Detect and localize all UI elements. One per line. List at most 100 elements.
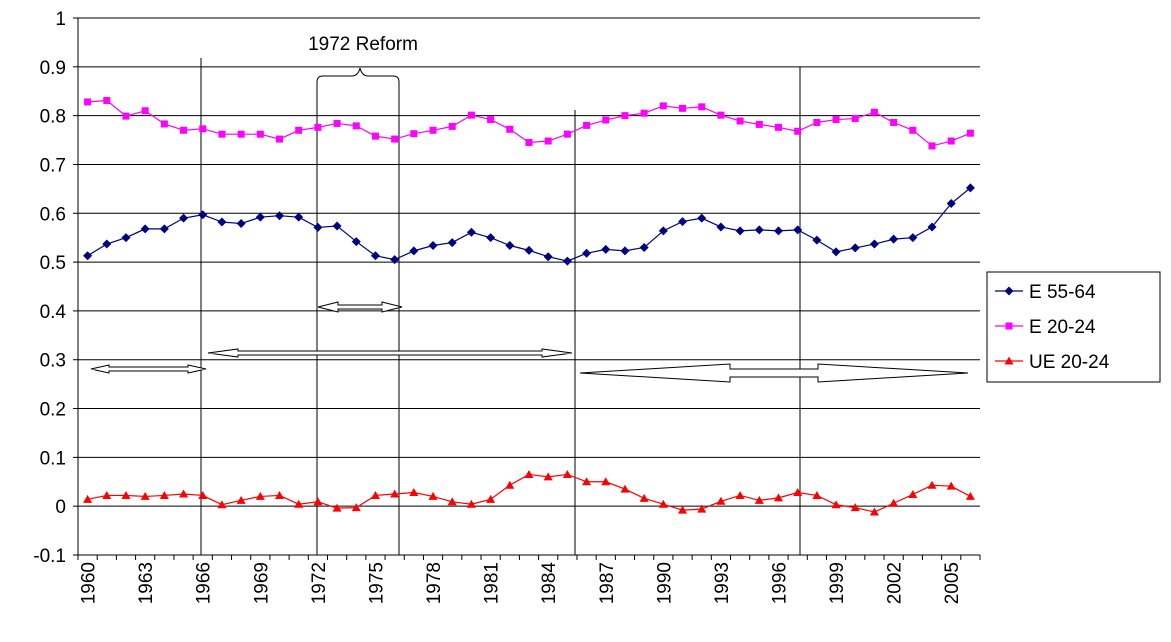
marker	[275, 490, 285, 499]
marker	[793, 225, 803, 235]
y-tick-label: 0.4	[40, 302, 67, 323]
marker	[544, 137, 552, 145]
marker	[525, 138, 533, 146]
x-tick-label: 1978	[424, 562, 445, 604]
marker	[562, 256, 572, 266]
brace	[316, 67, 400, 92]
marker	[313, 497, 323, 506]
marker	[543, 472, 553, 481]
marker	[141, 107, 149, 115]
marker	[831, 247, 841, 257]
marker	[467, 111, 475, 119]
marker	[275, 211, 285, 221]
marker	[620, 484, 630, 493]
period-arrow	[579, 363, 969, 383]
marker	[255, 212, 265, 222]
marker	[773, 226, 783, 236]
marker	[1005, 322, 1013, 330]
x-tick-label: 2005	[942, 562, 963, 604]
marker	[486, 494, 496, 503]
marker	[831, 500, 841, 509]
marker	[448, 122, 456, 130]
marker	[927, 222, 937, 232]
marker	[314, 123, 322, 131]
marker	[83, 251, 93, 261]
x-tick-label: 1963	[136, 562, 157, 604]
x-tick-label: 1975	[366, 562, 387, 604]
marker	[256, 130, 264, 138]
y-tick-label: 0.8	[40, 107, 66, 128]
marker	[276, 135, 284, 143]
marker	[601, 477, 611, 486]
marker	[199, 125, 207, 133]
marker	[236, 219, 246, 229]
marker	[735, 490, 745, 499]
marker	[850, 243, 860, 253]
marker	[812, 490, 822, 499]
legend-label: E 20-24	[1029, 317, 1096, 338]
marker	[294, 499, 304, 508]
x-tick-label: 1960	[79, 562, 100, 604]
marker	[851, 115, 859, 123]
marker	[351, 503, 361, 512]
x-tick-label: 1984	[539, 562, 560, 605]
marker	[1004, 356, 1014, 365]
y-tick-label: 0.6	[40, 204, 66, 225]
marker	[159, 490, 169, 499]
marker	[697, 504, 707, 513]
x-tick-label: 1987	[597, 562, 618, 604]
marker	[832, 116, 840, 124]
marker	[294, 212, 304, 222]
marker	[391, 135, 399, 143]
marker	[217, 500, 227, 509]
marker	[679, 104, 687, 112]
marker	[313, 222, 323, 232]
period-arrow	[90, 364, 207, 374]
x-tick-label: 1981	[482, 562, 503, 604]
marker	[909, 126, 917, 134]
marker	[370, 251, 380, 261]
marker	[352, 122, 360, 130]
marker	[236, 495, 246, 504]
marker	[698, 103, 706, 111]
marker	[697, 213, 707, 223]
x-tick-label: 1969	[251, 562, 272, 604]
x-tick-label: 1972	[309, 562, 330, 604]
marker	[255, 491, 265, 500]
marker	[889, 234, 899, 244]
marker	[583, 121, 591, 129]
marker	[678, 505, 688, 514]
marker	[429, 126, 437, 134]
marker	[678, 217, 688, 227]
marker	[390, 255, 400, 265]
marker	[198, 210, 208, 220]
marker	[754, 225, 764, 235]
marker	[217, 217, 227, 227]
marker	[83, 494, 93, 503]
marker	[84, 98, 92, 106]
marker	[102, 490, 112, 499]
y-tick-label: 0.3	[40, 351, 66, 372]
marker	[754, 495, 764, 504]
marker	[850, 503, 860, 512]
marker	[947, 137, 955, 145]
marker	[659, 102, 667, 110]
marker	[774, 123, 782, 131]
marker	[524, 469, 534, 478]
marker	[621, 112, 629, 120]
marker	[410, 130, 418, 138]
marker	[121, 490, 131, 499]
y-tick-label: 0	[55, 497, 66, 518]
marker	[180, 126, 188, 134]
y-tick-label: 0.7	[40, 155, 66, 176]
marker	[812, 235, 822, 245]
marker	[102, 239, 112, 249]
marker	[179, 489, 189, 498]
marker	[295, 126, 303, 134]
marker	[928, 142, 936, 150]
marker	[505, 480, 515, 489]
marker	[409, 488, 419, 497]
marker	[908, 489, 918, 498]
marker	[890, 118, 898, 126]
marker	[658, 499, 668, 508]
